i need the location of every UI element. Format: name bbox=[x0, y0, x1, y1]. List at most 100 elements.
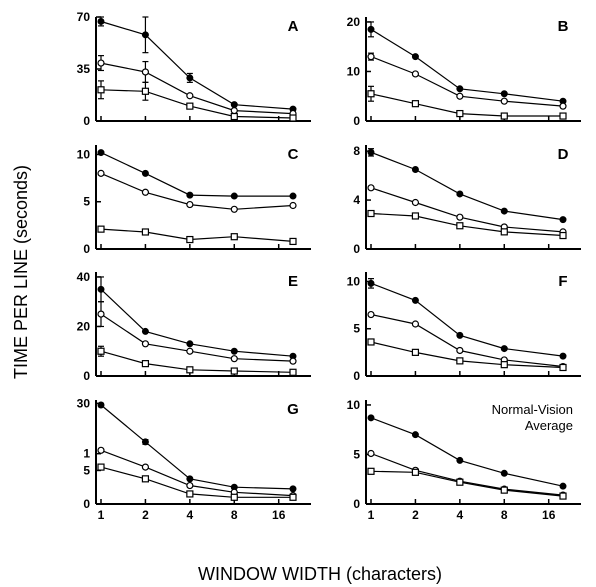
data-point-open-circle bbox=[230, 205, 238, 213]
x-tick-label: 1 bbox=[368, 508, 375, 522]
y-tick-label: 10 bbox=[347, 64, 361, 78]
y-tick-label: 1 bbox=[83, 447, 90, 461]
data-point-open-square bbox=[97, 463, 105, 471]
series-line bbox=[370, 28, 564, 102]
data-point-open-circle bbox=[97, 446, 105, 454]
data-point-open-square bbox=[500, 112, 508, 120]
series-line bbox=[370, 313, 564, 368]
data-point-filled-circle bbox=[500, 345, 508, 353]
panel-e: 0 20 40 E bbox=[77, 270, 311, 383]
y-tick-label: 30 bbox=[77, 396, 91, 410]
data-point-open-circle bbox=[97, 169, 105, 177]
y-tick-label: 0 bbox=[83, 242, 90, 256]
data-point-open-circle bbox=[456, 346, 464, 355]
data-point-open-square bbox=[411, 100, 420, 108]
data-point-open-square bbox=[289, 114, 297, 122]
data-point-open-square bbox=[186, 366, 194, 374]
data-point-open-square bbox=[500, 486, 508, 494]
panel-b: 0 10 20 B bbox=[347, 15, 581, 128]
x-tick-label: 16 bbox=[542, 508, 556, 522]
data-point-open-square bbox=[97, 347, 105, 355]
panel-f: 0 5 10 F bbox=[347, 272, 581, 383]
data-point-filled-circle bbox=[230, 347, 238, 355]
series-line bbox=[370, 452, 564, 496]
data-point-open-circle bbox=[186, 481, 194, 490]
panel-label: A bbox=[288, 18, 299, 35]
data-point-open-square bbox=[456, 109, 464, 118]
y-tick-label: 40 bbox=[77, 270, 91, 284]
data-point-open-circle bbox=[186, 200, 194, 209]
data-point-open-square bbox=[230, 112, 238, 121]
data-point-open-circle bbox=[186, 92, 194, 100]
data-point-open-circle bbox=[367, 184, 375, 192]
series-line bbox=[370, 212, 564, 237]
data-point-open-square bbox=[559, 231, 567, 240]
y-tick-label: 0 bbox=[83, 369, 90, 383]
data-point-open-circle bbox=[141, 463, 150, 471]
data-point-filled-circle bbox=[289, 485, 297, 493]
y-tick-label: 8 bbox=[353, 144, 360, 158]
data-point-filled-circle bbox=[559, 352, 567, 360]
data-point-open-circle bbox=[230, 106, 238, 115]
data-point-open-square bbox=[367, 467, 375, 475]
data-point-open-square bbox=[97, 86, 105, 94]
y-tick-label: 5 bbox=[83, 195, 90, 209]
panel-label: D bbox=[558, 146, 569, 163]
data-point-open-circle bbox=[186, 347, 194, 355]
data-point-filled-circle bbox=[456, 331, 464, 339]
y-tick-label: 35 bbox=[77, 62, 91, 76]
data-point-open-circle bbox=[456, 213, 464, 221]
panel-c: 0 5 10 C bbox=[77, 145, 311, 256]
x-tick-label: 8 bbox=[231, 508, 238, 522]
data-point-filled-circle bbox=[97, 401, 105, 409]
data-point-filled-circle bbox=[367, 25, 375, 33]
annotation-line: Average bbox=[525, 418, 573, 433]
panel-label: B bbox=[558, 18, 569, 35]
data-point-open-circle bbox=[559, 102, 567, 110]
x-tick-label: 2 bbox=[412, 508, 419, 522]
y-tick-label: 70 bbox=[77, 10, 91, 24]
x-tick-label: 16 bbox=[272, 508, 286, 522]
data-point-open-square bbox=[367, 209, 375, 218]
data-point-filled-circle bbox=[411, 53, 419, 61]
data-point-open-square bbox=[456, 222, 464, 230]
data-point-filled-circle bbox=[411, 165, 419, 173]
data-point-open-square bbox=[230, 493, 238, 501]
data-point-filled-circle bbox=[500, 207, 508, 215]
data-point-open-circle bbox=[367, 53, 375, 61]
data-point-filled-circle bbox=[559, 482, 567, 490]
data-point-filled-circle bbox=[186, 74, 194, 82]
data-point-open-square bbox=[456, 478, 464, 486]
data-point-open-square bbox=[289, 493, 297, 501]
data-point-open-square bbox=[186, 102, 194, 110]
y-tick-label: 0 bbox=[83, 114, 90, 128]
x-tick-label: 4 bbox=[187, 508, 194, 522]
data-point-open-square bbox=[141, 475, 150, 483]
data-point-open-circle bbox=[411, 70, 420, 78]
panel-label: E bbox=[288, 273, 298, 290]
series-line bbox=[370, 56, 564, 107]
panel-label: C bbox=[288, 146, 299, 163]
panel-d: 0 4 8 D bbox=[353, 144, 581, 256]
series-line bbox=[100, 404, 294, 490]
data-point-open-square bbox=[500, 228, 508, 236]
data-point-open-square bbox=[411, 212, 420, 220]
data-point-open-square bbox=[367, 338, 375, 346]
series-line bbox=[100, 288, 294, 357]
y-tick-label: 0 bbox=[353, 242, 360, 256]
data-point-filled-circle bbox=[367, 414, 375, 422]
data-point-open-circle bbox=[97, 59, 105, 67]
data-point-open-square bbox=[411, 468, 420, 476]
data-point-open-circle bbox=[141, 68, 150, 76]
series-line bbox=[100, 350, 294, 373]
data-point-open-circle bbox=[500, 97, 508, 105]
data-point-open-circle bbox=[141, 188, 150, 196]
data-point-filled-circle bbox=[230, 101, 238, 109]
annotation-line: Normal-Vision bbox=[492, 402, 573, 417]
data-point-open-square bbox=[289, 237, 297, 246]
series-line bbox=[100, 228, 294, 242]
data-point-open-circle bbox=[367, 449, 375, 458]
data-point-filled-circle bbox=[141, 31, 149, 39]
